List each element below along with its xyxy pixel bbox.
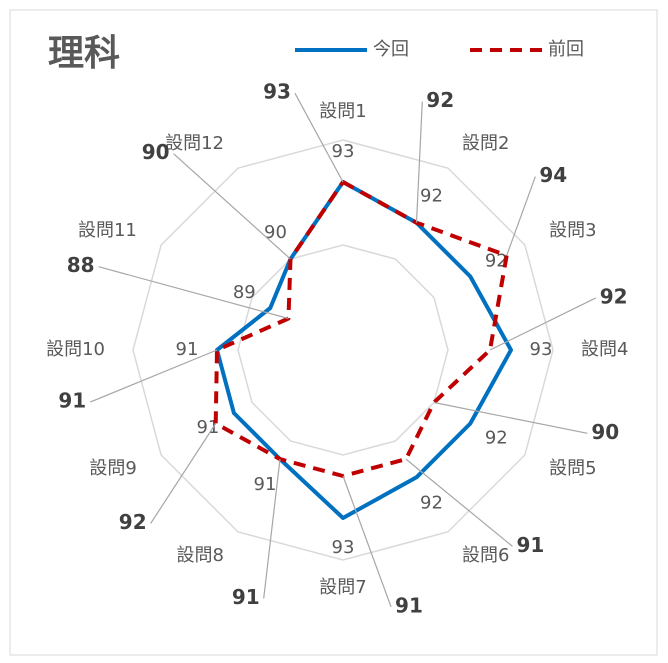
category-label: 設問5 xyxy=(549,458,596,479)
category-label: 設問8 xyxy=(177,545,224,566)
data-label: 93 xyxy=(263,80,291,104)
data-label: 92 xyxy=(600,284,628,308)
data-label: 92 xyxy=(119,510,147,534)
data-label: 91 xyxy=(516,533,544,557)
leader-line xyxy=(294,92,344,183)
category-label: 設問9 xyxy=(89,458,136,479)
category-label: 設問4 xyxy=(581,339,628,360)
category-label: 設問12 xyxy=(165,133,224,154)
series-line xyxy=(215,180,513,520)
data-label: 88 xyxy=(67,253,95,277)
leader-line xyxy=(405,458,513,547)
leader-line xyxy=(433,401,588,434)
data-label: 92 xyxy=(485,428,508,449)
data-label: 91 xyxy=(58,389,86,413)
category-label: 設問7 xyxy=(319,577,366,598)
data-label: 94 xyxy=(539,163,567,187)
data-label: 93 xyxy=(332,141,355,162)
chart-frame xyxy=(9,9,658,656)
category-label: 設問6 xyxy=(462,545,509,566)
data-label: 93 xyxy=(530,339,553,360)
legend-label: 前回 xyxy=(548,39,584,60)
data-label: 92 xyxy=(485,251,508,272)
data-label: 91 xyxy=(254,474,277,495)
leader-line xyxy=(89,349,218,403)
leader-line xyxy=(150,423,217,524)
grid-ring xyxy=(237,244,449,456)
data-label: 91 xyxy=(176,339,199,360)
data-label: 92 xyxy=(420,492,443,513)
data-label: 89 xyxy=(233,282,256,303)
leader-line xyxy=(173,153,291,260)
category-label: 設問2 xyxy=(462,133,509,154)
data-label: 92 xyxy=(420,186,443,207)
leader-line xyxy=(263,459,281,599)
data-label: 92 xyxy=(426,88,454,112)
category-label: 設問11 xyxy=(78,220,137,241)
data-label: 91 xyxy=(232,585,260,609)
data-label: 90 xyxy=(264,222,287,243)
grid-ring xyxy=(132,139,554,561)
leader-line xyxy=(489,297,597,351)
leader-line xyxy=(98,266,289,320)
category-label: 設問10 xyxy=(46,339,105,360)
legend-label: 今回 xyxy=(373,39,409,60)
data-label: 90 xyxy=(591,420,619,444)
data-label: 91 xyxy=(196,417,219,438)
chart-title: 理科 xyxy=(48,33,120,74)
leader-line xyxy=(415,101,423,223)
category-label: 設問1 xyxy=(319,101,366,122)
data-label: 93 xyxy=(332,537,355,558)
leader-line xyxy=(342,475,392,607)
category-label: 設問3 xyxy=(549,220,596,241)
leader-line xyxy=(506,176,536,256)
data-label: 91 xyxy=(395,593,423,617)
data-label: 90 xyxy=(142,140,170,164)
